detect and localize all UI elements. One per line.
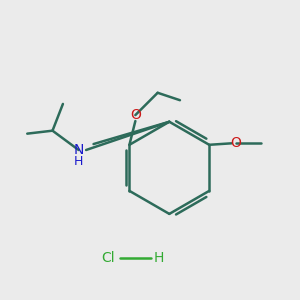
Text: Cl: Cl: [102, 251, 115, 266]
Text: O: O: [230, 136, 242, 150]
Text: H: H: [154, 251, 164, 266]
Text: O: O: [130, 108, 141, 122]
Text: H: H: [74, 155, 83, 168]
Text: N: N: [74, 143, 84, 157]
